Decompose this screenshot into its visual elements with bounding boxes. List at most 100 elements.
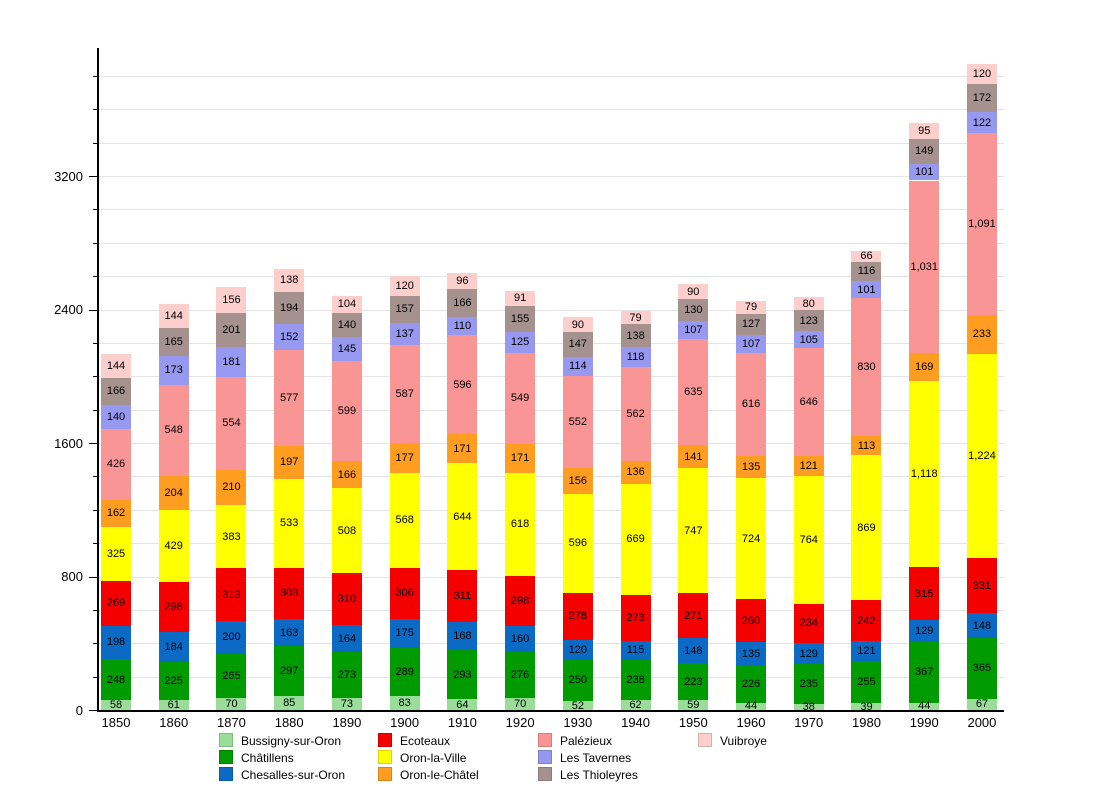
segment-value-label: 156: [568, 474, 588, 487]
legend-swatch-vuibroye: [698, 733, 712, 747]
segment-value-label: 204: [164, 487, 183, 500]
y-axis-tick: [89, 309, 97, 311]
segment-value-label: 273: [626, 611, 645, 624]
segment-value-label: 238: [626, 673, 645, 686]
legend-label: Les Thioleyres: [560, 768, 638, 782]
segment-oron-la-ville: [447, 463, 478, 571]
segment-value-label: 225: [164, 675, 183, 688]
segment-ecoteaux: [736, 599, 767, 643]
segment-ecoteaux: [447, 570, 478, 623]
legend-label: Oron-la-Ville: [400, 751, 467, 765]
segment-bussigny-sur-oron: [851, 703, 882, 710]
segment-les-thioleyres: [274, 291, 305, 325]
legend-label: Châtillens: [241, 751, 294, 765]
segment-value-label: 248: [106, 673, 126, 686]
legend-label: Chesalles-sur-Oron: [241, 768, 346, 782]
segment-les-thioleyres: [389, 296, 420, 323]
segment-oron-la-ville: [851, 455, 882, 601]
segment-value-label: 120: [395, 280, 414, 293]
y-axis-line: [97, 48, 99, 712]
segment-value-label: 635: [684, 385, 703, 398]
segment-value-label: 140: [337, 318, 357, 331]
segment-palezieux: [909, 180, 940, 353]
segment-value-label: 271: [684, 609, 703, 622]
segment-chesalles-sur-oron: [736, 642, 767, 665]
segment-value-label: 116: [857, 265, 876, 278]
y-axis-tick: [93, 209, 97, 211]
legend-swatch-oron-la-ville: [378, 750, 392, 764]
gridline: [97, 142, 1004, 144]
segment-value-label: 95: [918, 124, 931, 137]
segment-value-label: 365: [972, 662, 992, 675]
segment-value-label: 169: [915, 360, 934, 373]
segment-value-label: 96: [456, 274, 469, 287]
segment-oron-le-chatel: [793, 456, 824, 477]
segment-ecoteaux: [505, 575, 536, 626]
segment-ecoteaux: [793, 603, 824, 643]
x-axis-year-label: 1920: [505, 715, 535, 730]
segment-les-thioleyres: [851, 261, 882, 282]
x-axis-year-label: 1940: [621, 715, 651, 730]
segment-oron-la-ville: [505, 472, 536, 576]
y-axis-tick: [89, 176, 97, 177]
segment-value-label: 145: [337, 342, 357, 355]
segment-value-label: 429: [164, 540, 183, 553]
gridline: [97, 342, 1004, 344]
segment-value-label: 147: [568, 338, 588, 351]
segment-value-label: 130: [684, 304, 703, 317]
segment-value-label: 269: [106, 597, 126, 610]
segment-value-label: 101: [857, 283, 876, 296]
segment-palezieux: [851, 297, 882, 437]
x-axis-year-label: 1950: [678, 715, 708, 730]
segment-value-label: 747: [684, 524, 703, 537]
segment-value-label: 114: [569, 360, 587, 373]
gridline: [97, 309, 1004, 311]
segment-les-thioleyres: [447, 288, 478, 317]
segment-les-tavernes: [216, 346, 247, 378]
segment-les-thioleyres: [101, 377, 131, 406]
y-axis-tick: [93, 276, 97, 278]
x-axis-year-label: 1870: [216, 715, 246, 730]
segment-oron-le-chatel: [678, 444, 709, 469]
segment-ecoteaux: [909, 567, 940, 620]
segment-value-label: 184: [164, 640, 183, 653]
segment-oron-la-ville: [966, 353, 997, 558]
segment-value-label: 160: [510, 632, 530, 645]
segment-vuibroye: [562, 317, 593, 333]
segment-value-label: 255: [857, 676, 876, 689]
segment-palezieux: [331, 360, 362, 461]
segment-oron-la-ville: [331, 488, 362, 574]
segment-vuibroye: [909, 122, 940, 139]
segment-palezieux: [447, 335, 478, 435]
segment-chatillens: [851, 660, 882, 704]
segment-value-label: 125: [510, 336, 530, 349]
gridline: [97, 242, 1004, 244]
segment-vuibroye: [216, 287, 247, 314]
x-axis-year-label: 1930: [563, 715, 593, 730]
segment-value-label: 52: [571, 699, 584, 712]
segment-value-label: 152: [280, 330, 299, 343]
segment-chatillens: [505, 652, 536, 699]
segment-value-label: 315: [915, 587, 934, 600]
segment-value-label: 313: [222, 588, 241, 601]
segment-oron-le-chatel: [447, 434, 478, 464]
segment-value-label: 144: [106, 359, 126, 372]
segment-value-label: 79: [744, 301, 758, 314]
segment-chatillens: [389, 647, 420, 697]
segment-chatillens: [331, 652, 362, 698]
segment-value-label: 616: [741, 398, 761, 411]
segment-value-label: 166: [337, 468, 357, 481]
segment-value-label: 135: [741, 647, 761, 660]
segment-chesalles-sur-oron: [966, 613, 997, 638]
segment-chatillens: [216, 654, 247, 699]
segment-value-label: 83: [398, 697, 411, 710]
segment-value-label: 165: [164, 336, 183, 349]
segment-ecoteaux: [331, 573, 362, 625]
segment-palezieux: [736, 352, 767, 456]
segment-oron-le-chatel: [158, 476, 189, 511]
segment-bussigny-sur-oron: [909, 702, 940, 710]
x-axis-year-label: 1960: [736, 715, 766, 730]
segment-oron-la-ville: [562, 493, 593, 594]
segment-value-label: 157: [395, 303, 414, 316]
y-axis-tick: [93, 342, 97, 344]
